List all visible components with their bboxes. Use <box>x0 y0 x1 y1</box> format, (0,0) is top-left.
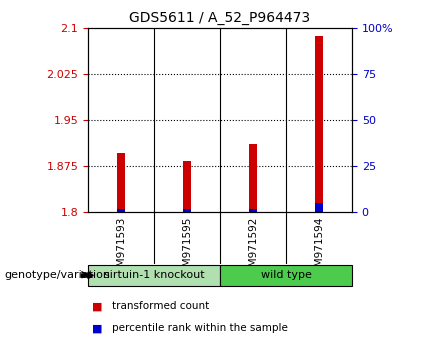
Bar <box>117 209 125 212</box>
Text: GSM971595: GSM971595 <box>182 217 192 280</box>
FancyBboxPatch shape <box>220 265 352 286</box>
Title: GDS5611 / A_52_P964473: GDS5611 / A_52_P964473 <box>129 11 311 24</box>
Text: ■: ■ <box>92 301 103 311</box>
Bar <box>315 36 323 212</box>
Text: GSM971593: GSM971593 <box>116 217 126 280</box>
Bar <box>249 209 257 212</box>
Text: GSM971592: GSM971592 <box>248 217 258 280</box>
FancyBboxPatch shape <box>88 265 220 286</box>
Bar <box>183 161 191 212</box>
Bar <box>117 153 125 212</box>
Text: sirtuin-1 knockout: sirtuin-1 knockout <box>104 270 204 280</box>
Bar <box>183 209 191 212</box>
Text: transformed count: transformed count <box>112 301 209 311</box>
Text: GSM971594: GSM971594 <box>314 217 324 280</box>
Text: wild type: wild type <box>260 270 312 280</box>
Text: ■: ■ <box>92 323 103 333</box>
Bar <box>315 202 323 212</box>
Text: genotype/variation: genotype/variation <box>4 270 110 280</box>
Bar <box>249 144 257 212</box>
Text: percentile rank within the sample: percentile rank within the sample <box>112 323 288 333</box>
